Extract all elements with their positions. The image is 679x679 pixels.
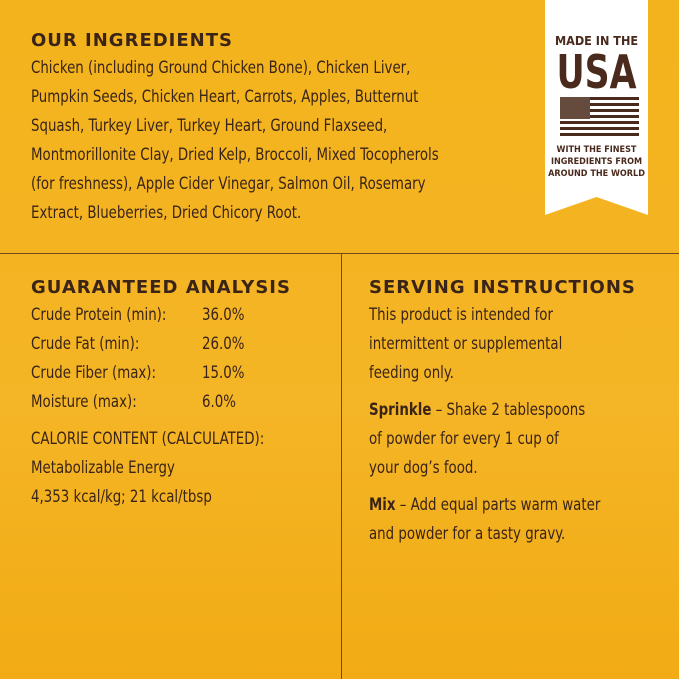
analysis-row: Moisture (max): 6.0% <box>31 387 337 416</box>
mix-label: Mix <box>369 495 396 514</box>
ingredients-line: Extract, Blueberries, Dried Chicory Root… <box>31 203 302 222</box>
us-flag-icon <box>560 97 639 136</box>
sprinkle-line: of powder for every 1 cup of <box>369 429 559 448</box>
calorie-title: CALORIE CONTENT (CALCULATED): <box>31 429 265 448</box>
serving-intro-line: feeding only. <box>369 363 454 382</box>
ingredients-title: OUR INGREDIENTS <box>31 30 233 51</box>
analysis-label: Crude Fat (min): <box>31 334 140 353</box>
horizontal-divider <box>0 253 679 254</box>
analysis-label: Crude Fiber (max): <box>31 363 157 382</box>
analysis-label: Moisture (max): <box>31 392 137 411</box>
ingredients-line: Squash, Turkey Liver, Turkey Heart, Grou… <box>31 116 388 135</box>
analysis-value: 6.0% <box>202 392 236 411</box>
calorie-line: Metabolizable Energy <box>31 458 175 477</box>
analysis-value: 36.0% <box>202 305 245 324</box>
sprinkle-line: your dog’s food. <box>369 458 478 477</box>
ingredients-line: Pumpkin Seeds, Chicken Heart, Carrots, A… <box>31 87 419 106</box>
badge-top: MADE IN THE <box>555 33 638 48</box>
mix-text: – Add equal parts warm water <box>395 495 601 514</box>
analysis-title: GUARANTEED ANALYSIS <box>31 277 291 298</box>
vertical-divider <box>341 253 342 679</box>
mix-line: and powder for a tasty gravy. <box>369 524 566 543</box>
serving-instructions-section: SERVING INSTRUCTIONS This product is int… <box>369 277 669 548</box>
badge-bottom-2: INGREDIENTS FROM <box>551 157 642 167</box>
badge-bottom-1: WITH THE FINEST <box>557 145 637 155</box>
made-in-usa-badge: MADE IN THE USA WITH THE FINEST INGREDIE… <box>545 0 648 215</box>
badge-main: USA <box>557 45 637 99</box>
sprinkle-label: Sprinkle <box>369 400 432 419</box>
serving-intro-line: intermittent or supplemental <box>369 334 563 353</box>
calorie-line: 4,353 kcal/kg; 21 kcal/tbsp <box>31 487 212 506</box>
guaranteed-analysis-section: GUARANTEED ANALYSIS Crude Protein (min):… <box>31 277 331 511</box>
ingredients-line: Chicken (including Ground Chicken Bone),… <box>31 58 411 77</box>
ingredients-line: (for freshness), Apple Cider Vinegar, Sa… <box>31 174 426 193</box>
analysis-label: Crude Protein (min): <box>31 305 167 324</box>
analysis-row: Crude Fiber (max): 15.0% <box>31 358 337 387</box>
sprinkle-text: – Shake 2 tablespoons <box>431 400 586 419</box>
analysis-value: 26.0% <box>202 334 245 353</box>
serving-title: SERVING INSTRUCTIONS <box>369 277 636 298</box>
ingredients-list: Chicken (including Ground Chicken Bone),… <box>31 53 535 227</box>
badge-bottom-3: AROUND THE WORLD <box>548 169 645 179</box>
ingredients-section: OUR INGREDIENTS Chicken (including Groun… <box>31 30 541 227</box>
analysis-value: 15.0% <box>202 363 245 382</box>
serving-intro-line: This product is intended for <box>369 305 553 324</box>
ingredients-line: Montmorillonite Clay, Dried Kelp, Brocco… <box>31 145 439 164</box>
analysis-row: Crude Fat (min): 26.0% <box>31 329 337 358</box>
analysis-row: Crude Protein (min): 36.0% <box>31 300 337 329</box>
